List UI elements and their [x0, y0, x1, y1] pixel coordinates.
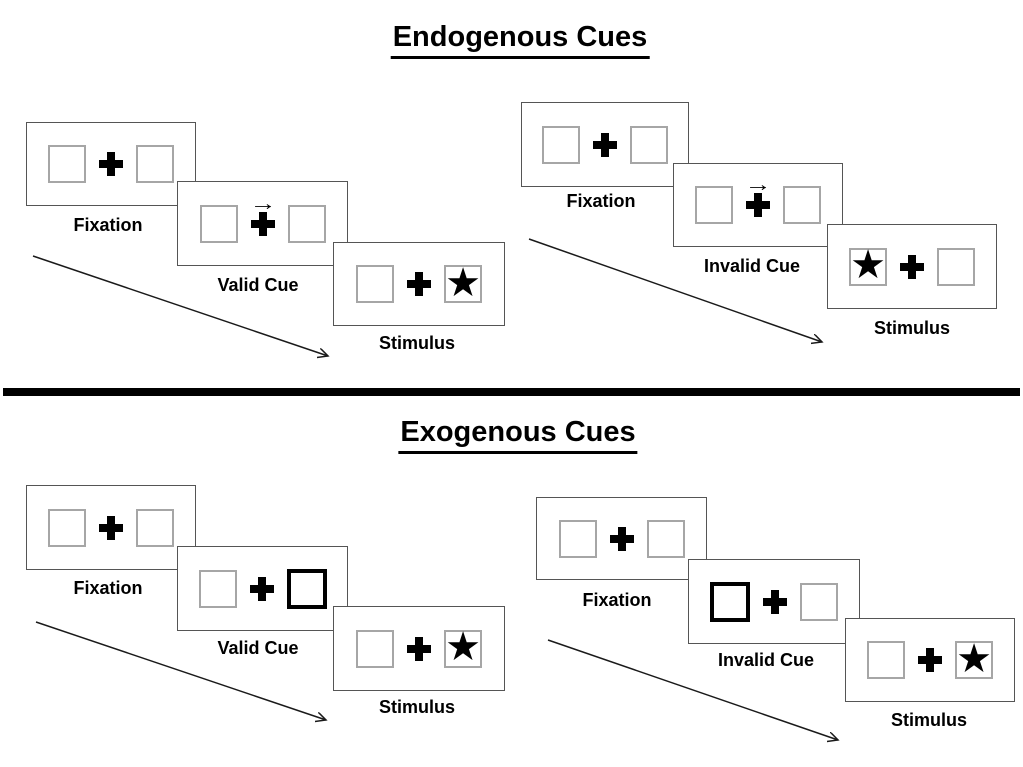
right-box: ★	[444, 625, 482, 669]
panel-label: Fixation	[73, 215, 143, 235]
cue-panel	[688, 559, 860, 644]
stimulus-panel: ★	[845, 618, 1015, 702]
left-box	[695, 186, 733, 224]
left-box: ★	[849, 243, 887, 287]
fixation-cross-icon: →	[745, 175, 772, 217]
left-box	[199, 204, 238, 243]
fixation-cross-icon	[407, 272, 431, 296]
fixation-cross-icon	[763, 589, 787, 614]
star-stimulus-icon: ★	[445, 625, 481, 669]
panel-label: Valid Cue	[217, 275, 299, 295]
cue-panel: →	[673, 163, 843, 247]
right-box-highlight-cue	[286, 568, 327, 609]
left-box	[48, 145, 86, 183]
panel-label: Stimulus	[873, 318, 951, 338]
left-box	[48, 508, 86, 547]
panel-label: Valid Cue	[217, 638, 299, 658]
panel-label: Fixation	[566, 191, 636, 211]
timeline-arrow	[35, 621, 326, 720]
right-box	[136, 145, 174, 183]
panel-label: Stimulus	[890, 710, 968, 730]
panel-label: Stimulus	[378, 697, 456, 717]
right-box	[630, 125, 668, 164]
cue-panel: →	[177, 181, 348, 266]
fixation-cross-icon	[609, 526, 634, 551]
fixation-cross-icon	[249, 576, 274, 601]
left-box	[558, 519, 597, 558]
panel-label: Invalid Cue	[703, 256, 801, 276]
left-box	[542, 125, 580, 164]
stimulus-panel: ★	[333, 606, 505, 691]
fixation-panel	[26, 122, 196, 206]
star-stimulus-icon: ★	[850, 243, 886, 287]
right-box: ★	[955, 636, 993, 681]
left-box-highlight-cue	[710, 581, 750, 622]
panel-label: Fixation	[582, 590, 652, 610]
right-box: ★	[444, 260, 482, 305]
section-title-endogenous: Endogenous Cues	[390, 21, 650, 59]
cue-arrow-icon: →	[744, 174, 772, 196]
left-box	[356, 629, 394, 668]
section-divider	[3, 388, 1020, 396]
fixation-cross-icon	[900, 254, 924, 279]
fixation-cross-icon	[593, 132, 617, 157]
fixation-cross-icon: →	[249, 194, 276, 236]
right-box	[800, 582, 838, 621]
cue-arrow-icon: →	[249, 192, 276, 215]
fixation-cross-icon	[918, 648, 942, 672]
timeline-arrow	[528, 238, 822, 342]
right-box	[136, 508, 174, 547]
timeline-arrow	[32, 255, 328, 356]
panel-label: Invalid Cue	[717, 650, 815, 670]
fixation-cross-icon	[407, 636, 431, 661]
stimulus-panel: ★	[827, 224, 997, 309]
right-box	[646, 519, 685, 558]
cue-panel	[177, 546, 348, 631]
star-stimulus-icon: ★	[445, 260, 481, 305]
left-box	[867, 641, 905, 679]
section-title-exogenous: Exogenous Cues	[398, 416, 638, 454]
left-box	[356, 265, 394, 303]
right-box	[287, 204, 326, 243]
left-box	[198, 569, 237, 608]
right-box	[937, 247, 975, 286]
fixation-panel	[26, 485, 196, 570]
fixation-panel	[521, 102, 689, 187]
panel-label: Fixation	[73, 578, 143, 598]
fixation-cross-icon	[99, 152, 123, 176]
stimulus-panel: ★	[333, 242, 505, 326]
panel-label: Stimulus	[378, 333, 456, 353]
fixation-panel	[536, 497, 707, 580]
star-stimulus-icon: ★	[956, 636, 992, 681]
right-box	[783, 186, 821, 224]
fixation-cross-icon	[99, 515, 123, 540]
